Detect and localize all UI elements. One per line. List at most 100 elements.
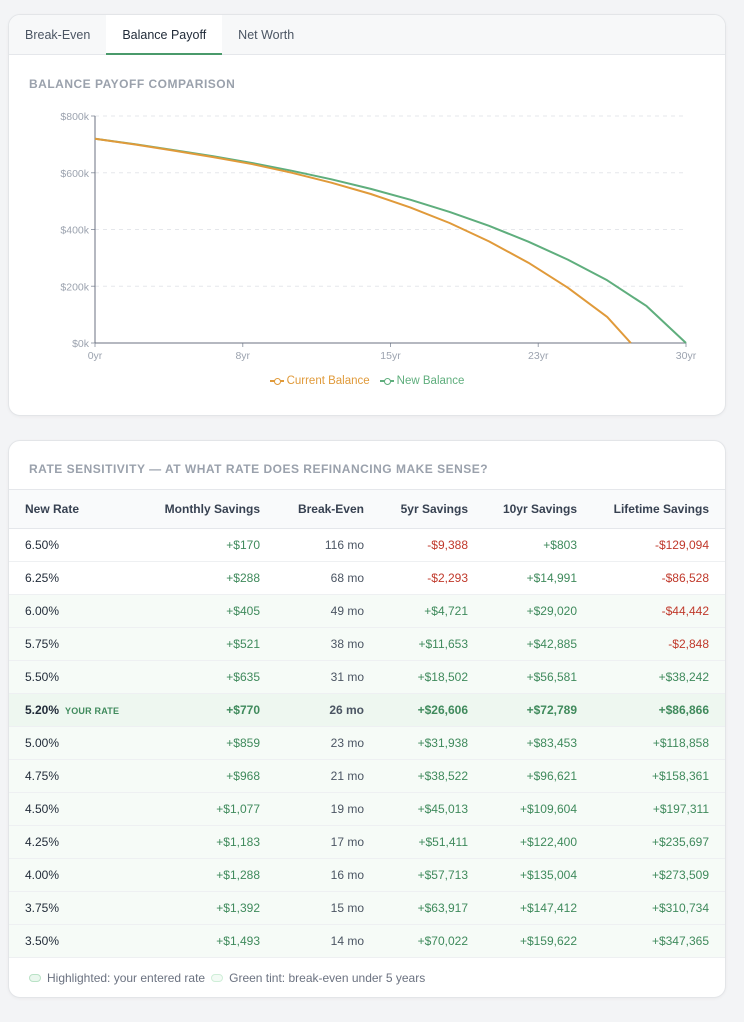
cell-5yr-savings: +$70,022 [364, 924, 468, 958]
cell-new-rate: 3.75% [9, 891, 124, 925]
table-row: 5.50% +$635 31 mo +$18,502 +$56,581 +$38,242 [9, 660, 725, 694]
cell-new-rate: 4.25% [9, 825, 124, 859]
cell-new-rate: 6.25% [9, 561, 124, 595]
cell-new-rate-value: 5.75% [25, 636, 60, 651]
cell-5yr-savings-value: +$31,938 [417, 735, 468, 750]
cell-lifetime-savings-value: -$86,528 [661, 570, 709, 585]
cell-10yr-savings: +$56,581 [468, 660, 577, 694]
cell-new-rate-value: 6.00% [25, 603, 60, 618]
x-tick-label: 30yr [676, 350, 697, 362]
cell-break-even-value: 31 mo [330, 669, 364, 684]
cell-break-even: 38 mo [260, 627, 364, 661]
header-5yr-savings[interactable]: 5yr Savings [364, 490, 468, 529]
cell-monthly-savings: +$1,288 [124, 858, 260, 892]
cell-5yr-savings-value: +$4,721 [424, 603, 468, 618]
cell-new-rate-value: 6.50% [25, 537, 60, 552]
header-break-even[interactable]: Break-Even [260, 490, 364, 529]
tab-balance-payoff[interactable]: Balance Payoff [106, 15, 223, 55]
cell-10yr-savings: +$803 [468, 528, 577, 562]
tab-net-worth[interactable]: Net Worth [238, 27, 295, 42]
cell-lifetime-savings: -$44,442 [577, 594, 725, 628]
cell-lifetime-savings-value: +$86,866 [658, 702, 709, 717]
chart-legend: Current Balance New Balance [9, 375, 725, 387]
cell-new-rate-value: 4.00% [25, 867, 60, 882]
header-10yr-savings[interactable]: 10yr Savings [468, 490, 577, 529]
highlight-chip-icon [29, 974, 41, 982]
cell-10yr-savings: +$135,004 [468, 858, 577, 892]
series-line-current-balance [94, 137, 632, 344]
cell-break-even: 16 mo [260, 858, 364, 892]
table-row: 3.50% +$1,493 14 mo +$70,022 +$159,622 +$347,… [9, 924, 725, 958]
cell-5yr-savings-value: +$11,653 [418, 636, 469, 651]
balance-payoff-chart: $0k $200k $400k $600k $800k 0yr 8yr 15yr 23yr 30y… [60, 111, 697, 362]
y-tick-label: $600k [60, 168, 89, 180]
cell-new-rate: 5.50% [9, 660, 124, 694]
cell-break-even: 17 mo [260, 825, 364, 859]
cell-lifetime-savings-value: +$235,697 [651, 834, 709, 849]
cell-new-rate-value: 6.25% [25, 570, 60, 585]
cell-break-even-value: 38 mo [330, 636, 364, 651]
cell-lifetime-savings-value: +$310,734 [651, 900, 709, 915]
cell-5yr-savings: +$18,502 [364, 660, 468, 694]
cell-new-rate: 5.75% [9, 627, 124, 661]
cell-monthly-savings: +$170 [124, 528, 260, 562]
table-row: 6.50% +$170 116 mo -$9,388 +$803 -$129,094 [9, 528, 725, 562]
cell-monthly-savings-value: +$1,392 [216, 900, 260, 915]
chart-title: BALANCE PAYOFF COMPARISON [29, 77, 236, 91]
header-new-rate[interactable]: New Rate [9, 490, 124, 529]
cell-monthly-savings: +$1,493 [124, 924, 260, 958]
cell-lifetime-savings-value: +$347,365 [651, 933, 709, 948]
cell-new-rate: 4.00% [9, 858, 124, 892]
cell-monthly-savings: +$521 [124, 627, 260, 661]
cell-break-even-value: 68 mo [330, 570, 364, 585]
cell-new-rate: 4.75% [9, 759, 124, 793]
cell-5yr-savings-value: +$18,502 [417, 669, 468, 684]
cell-lifetime-savings: +$118,858 [577, 726, 725, 760]
cell-10yr-savings-value: +$109,604 [519, 801, 577, 816]
cell-5yr-savings: +$51,411 [364, 825, 469, 859]
cell-10yr-savings-value: +$96,621 [526, 768, 577, 783]
cell-lifetime-savings-value: -$2,848 [668, 636, 709, 651]
legend-item-current-balance[interactable]: Current Balance [269, 375, 370, 387]
your-rate-badge: YOUR RATE [65, 705, 120, 716]
cell-break-even: 116 mo [260, 528, 364, 562]
cell-monthly-savings-value: +$1,493 [216, 933, 260, 948]
cell-monthly-savings-value: +$635 [226, 669, 260, 684]
x-tick-label: 8yr [235, 350, 250, 362]
cell-new-rate-value: 5.50% [25, 669, 60, 684]
cell-lifetime-savings: +$158,361 [577, 759, 725, 793]
cell-10yr-savings: +$42,885 [468, 627, 577, 661]
cell-lifetime-savings: +$347,365 [577, 924, 725, 958]
x-tick-label: 23yr [528, 350, 549, 362]
rate-sensitivity-table-wrap: New Rate Monthly Savings Break-Even 5yr … [9, 489, 725, 958]
footnote-highlight-label: Highlighted: your entered rate [47, 971, 206, 985]
tab-break-even[interactable]: Break-Even [25, 27, 91, 42]
cell-lifetime-savings: +$310,734 [577, 891, 725, 925]
cell-5yr-savings: +$11,653 [364, 627, 469, 661]
cell-new-rate-value: 4.25% [25, 834, 60, 849]
cell-10yr-savings-value: +$14,991 [526, 570, 577, 585]
cell-10yr-savings-value: +$122,400 [519, 834, 577, 849]
cell-lifetime-savings-value: +$38,242 [658, 669, 709, 684]
cell-10yr-savings: +$72,789 [468, 693, 577, 727]
cell-monthly-savings-value: +$1,183 [216, 834, 260, 849]
cell-lifetime-savings-value: -$129,094 [654, 537, 709, 552]
header-monthly-savings[interactable]: Monthly Savings [124, 490, 260, 529]
cell-monthly-savings: +$288 [124, 561, 260, 595]
cell-lifetime-savings: +$235,697 [577, 825, 725, 859]
cell-5yr-savings: +$57,713 [364, 858, 468, 892]
cell-5yr-savings-value: +$51,411 [418, 834, 469, 849]
cell-break-even: 19 mo [260, 792, 364, 826]
cell-lifetime-savings-value: +$197,311 [652, 801, 709, 816]
series-line-new-balance [94, 137, 687, 344]
table-row-your-rate: 5.20% YOUR RATE +$770 26 mo +$26,606 +$72,789… [9, 693, 725, 727]
cell-10yr-savings-value: +$83,453 [526, 735, 577, 750]
cell-10yr-savings: +$147,412 [468, 891, 577, 925]
cell-5yr-savings-value: +$63,917 [417, 900, 468, 915]
cell-break-even: 68 mo [260, 561, 364, 595]
table-header-row: New Rate Monthly Savings Break-Even 5yr … [9, 490, 725, 529]
legend-item-new-balance[interactable]: New Balance [379, 375, 464, 387]
header-lifetime-savings[interactable]: Lifetime Savings [577, 490, 725, 529]
cell-new-rate: 5.20% YOUR RATE [9, 693, 124, 727]
cell-monthly-savings: +$1,077 [124, 792, 260, 826]
